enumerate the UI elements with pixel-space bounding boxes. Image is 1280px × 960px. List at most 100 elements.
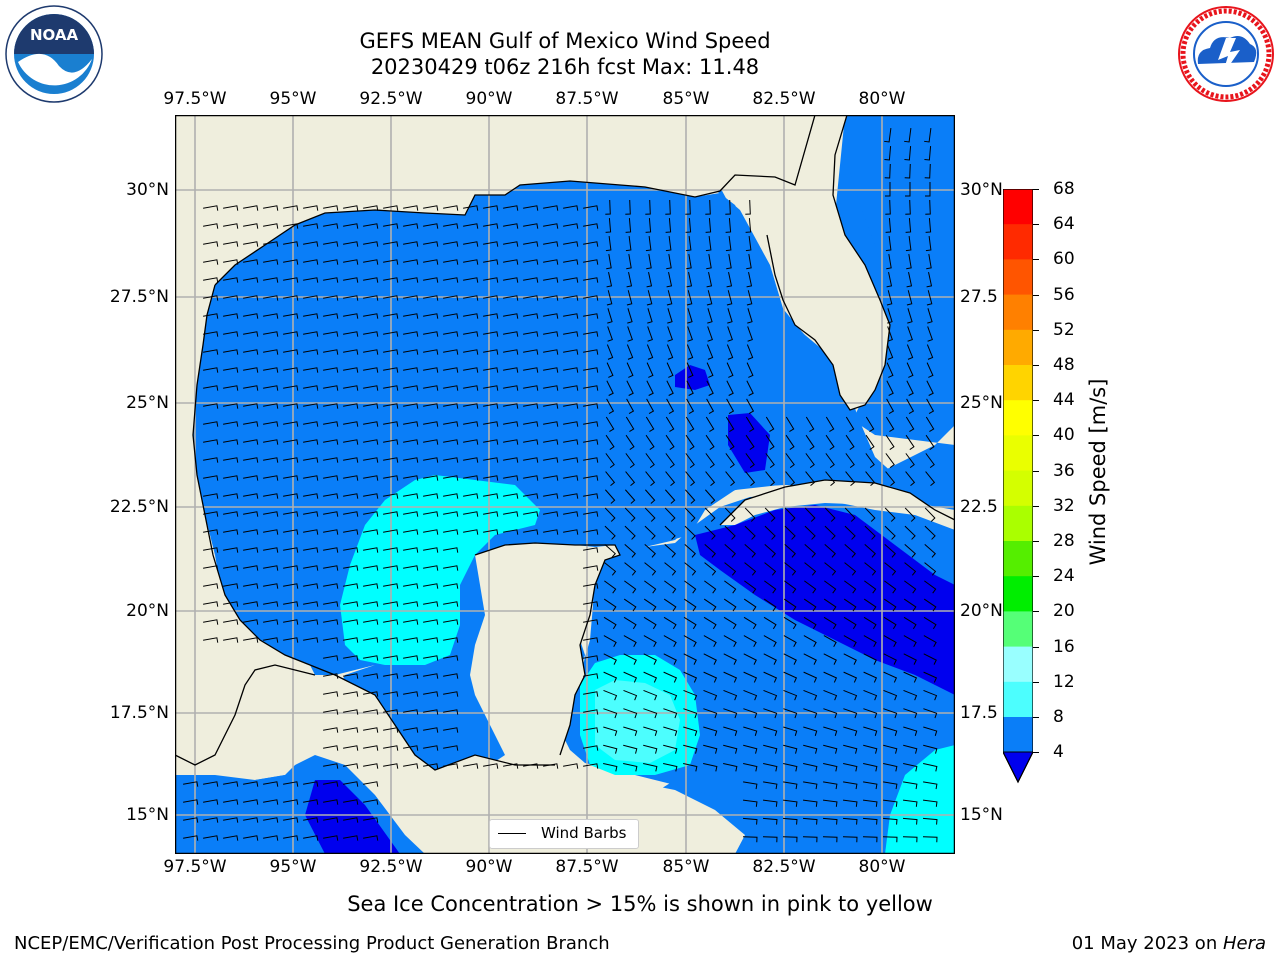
wind-barb [643,635,657,648]
wind-barb [843,763,858,772]
wind-barb [884,507,896,522]
wind-barb [263,277,279,283]
wind-barb [323,241,339,247]
wind-barb [604,562,617,576]
wind-barb [343,367,359,373]
wind-barb [605,453,615,469]
wind-barb [723,763,738,772]
wind-barb [725,453,735,469]
wind-barb [323,709,339,715]
wind-barb [903,708,918,719]
wind-barb [665,199,671,215]
wind-barb [825,453,835,469]
wind-barb [443,583,459,589]
wind-barb [685,199,691,215]
wind-barb [623,671,638,683]
wind-barb [563,493,579,499]
wind-barb [483,313,499,319]
colorbar-segment [1003,611,1033,648]
wind-barb [323,529,339,535]
wind-barb [903,763,918,772]
wind-barb [403,691,419,697]
wind-barb [523,241,539,247]
wind-barb [686,398,695,414]
wind-barb [684,580,697,594]
wind-barb [603,726,618,736]
wind-barb [904,127,912,143]
wind-barb [763,653,777,665]
wind-barb [583,439,599,445]
wind-barb [626,398,635,414]
wind-barb [743,653,757,665]
wind-barb [363,763,379,769]
wind-barb [666,362,674,378]
wind-barb [646,272,653,288]
wind-barb [263,637,279,643]
wind-barb [904,507,916,522]
wind-barb [924,525,936,540]
wind-barb [746,398,755,414]
wind-barb [523,331,539,337]
wind-barb [762,836,778,843]
wind-barb [765,471,776,486]
wind-barb [804,525,816,540]
wind-barb [343,259,359,265]
wind-barb [223,421,239,427]
wind-barb [663,689,678,701]
wind-barb [763,689,778,701]
wind-barb [684,562,697,576]
wind-barb [804,507,816,522]
wind-barb [862,836,878,843]
wind-barb [263,313,279,319]
wind-barb [343,583,359,589]
wind-barb [343,313,359,319]
wind-barb [666,380,674,396]
wind-barb [706,254,712,270]
wind-barb [605,217,612,233]
wind-barb [483,331,499,337]
wind-barb [724,562,737,576]
wind-barb [263,529,279,535]
wind-barb [763,744,778,754]
wind-barb [643,708,658,719]
wind-barb [263,385,279,391]
colorbar-tick-label: 8 [1053,707,1064,727]
wind-barb [646,344,654,360]
wind-barb [624,562,637,576]
wind-barb [606,362,614,378]
wind-barb [704,580,717,594]
wind-barb [443,673,459,679]
wind-barb [703,744,718,754]
wind-barb [243,241,259,247]
wind-barb [645,416,655,433]
wind-barb [922,836,938,843]
wind-barb [745,453,755,469]
wind-barb [303,781,319,787]
wind-barb [686,254,692,270]
wind-barb [623,708,638,719]
wind-barb [323,835,339,841]
wind-barb [805,471,816,486]
wind-barb [745,235,752,252]
wind-barb [403,529,419,535]
wind-barb [907,308,913,324]
wind-barb [343,691,359,697]
wind-barb [843,708,858,719]
wind-barb [483,295,499,301]
wind-barb [885,217,892,233]
wind-barb [822,817,838,825]
wind-barb [543,511,559,517]
wind-barb [705,434,715,451]
wind-barb [303,295,319,301]
wind-barb [483,385,499,391]
wind-barb [705,453,715,469]
colorbar-segment [1003,224,1033,260]
colorbar-tick-label: 32 [1053,495,1075,516]
wind-barb [403,349,419,355]
wind-barb [223,781,239,787]
wind-barb [626,380,634,396]
wind-barb [845,434,855,451]
wind-barb [463,511,479,517]
wind-barb [523,475,539,481]
wind-barb [623,744,638,754]
